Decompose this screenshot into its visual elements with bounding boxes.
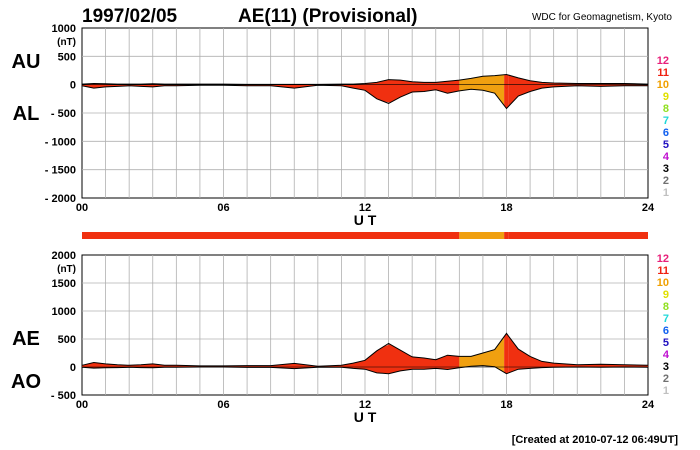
station-legend-item: 9: [663, 91, 669, 103]
index-label-au: AU: [12, 51, 41, 73]
y-tick-label: - 500: [51, 390, 76, 402]
series-line-ao: [81, 365, 649, 375]
station-legend-item: 2: [663, 175, 669, 187]
x-tick-label: 24: [642, 399, 655, 411]
x-tick-label: 00: [76, 399, 88, 411]
station-legend-item: 3: [663, 361, 669, 373]
series-line-ae: [81, 332, 649, 367]
x-axis-label: U T: [354, 409, 377, 425]
area-fill-segment: [82, 344, 460, 374]
x-tick-label: 12: [359, 202, 371, 214]
station-bar-segment: [459, 232, 505, 239]
station-legend-item: 9: [663, 289, 669, 301]
area-fill-segment: [504, 74, 509, 109]
x-tick-label: 24: [642, 202, 655, 214]
y-tick-label: 1500: [52, 278, 76, 290]
series-line-au: [81, 73, 649, 85]
station-bar-segment: [508, 232, 648, 239]
area-fill-segment: [504, 333, 509, 374]
index-title: AE(11) (Provisional): [238, 6, 418, 27]
station-bar-segment: [504, 232, 509, 239]
y-tick-label: 2000: [52, 250, 76, 262]
index-label-al: AL: [13, 103, 40, 125]
station-legend-item: 11: [657, 265, 669, 277]
station-legend-item: 4: [663, 349, 670, 361]
y-tick-label: - 1500: [45, 165, 76, 177]
station-legend-item: 3: [663, 163, 669, 175]
station-legend-item: 12: [657, 253, 669, 265]
station-legend-item: 8: [663, 103, 669, 115]
station-legend-item: 5: [663, 337, 669, 349]
area-fill-segment: [508, 336, 648, 373]
station-legend-item: 4: [663, 151, 670, 163]
y-tick-label: 1000: [52, 306, 76, 318]
station-legend-item: 7: [663, 115, 669, 127]
area-fill-segment: [459, 336, 505, 373]
x-tick-label: 06: [217, 399, 229, 411]
y-tick-label: 500: [58, 51, 76, 63]
au-al-panel: 1000 500 0 - 500 - 1000 - 1500 - 2000 (nT) 00 06 1…: [12, 23, 655, 228]
date-title: 1997/02/05: [82, 6, 178, 27]
x-axis-label: U T: [354, 212, 377, 228]
x-tick-label: 18: [500, 202, 512, 214]
station-legend-item: 2: [663, 373, 669, 385]
y-tick-label: 0: [70, 362, 76, 374]
y-tick-label: 500: [58, 334, 76, 346]
ae-ao-panel: 2000 1500 1000 500 0 - 500 (nT) 00 06 12 18 24 U T AE…: [11, 250, 655, 425]
x-tick-label: 00: [76, 202, 88, 214]
station-legend-item: 5: [663, 139, 669, 151]
series-line-al: [81, 84, 648, 110]
x-tick-label: 06: [217, 202, 229, 214]
created-timestamp: [Created at 2010-07-12 06:49UT]: [512, 434, 679, 446]
station-legend-item: 7: [663, 313, 669, 325]
y-tick-label: - 500: [51, 108, 76, 120]
unit-label: (nT): [57, 37, 76, 48]
source-label: WDC for Geomagnetism, Kyoto: [532, 12, 672, 23]
y-tick-label: - 2000: [45, 193, 76, 205]
x-tick-label: 18: [500, 399, 512, 411]
station-bar-segment: [82, 232, 460, 239]
index-label-ao: AO: [11, 371, 41, 393]
index-label-ae: AE: [12, 328, 40, 350]
y-tick-label: - 1000: [45, 136, 76, 148]
x-tick-label: 12: [359, 399, 371, 411]
station-legend-item: 11: [657, 67, 669, 79]
station-legend-item: 6: [663, 127, 669, 139]
station-legend-item: 6: [663, 325, 669, 337]
station-legend-item: 12: [657, 55, 669, 67]
unit-label: (nT): [57, 264, 76, 275]
station-legend-item: 1: [663, 187, 669, 199]
station-legend-item: 10: [657, 79, 669, 91]
station-legend-item: 10: [657, 277, 669, 289]
y-tick-label: 0: [70, 80, 76, 92]
station-legend-item: 1: [663, 385, 669, 397]
y-tick-label: 1000: [52, 23, 76, 35]
station-legend-item: 8: [663, 301, 669, 313]
station-count-bar: [82, 232, 648, 239]
